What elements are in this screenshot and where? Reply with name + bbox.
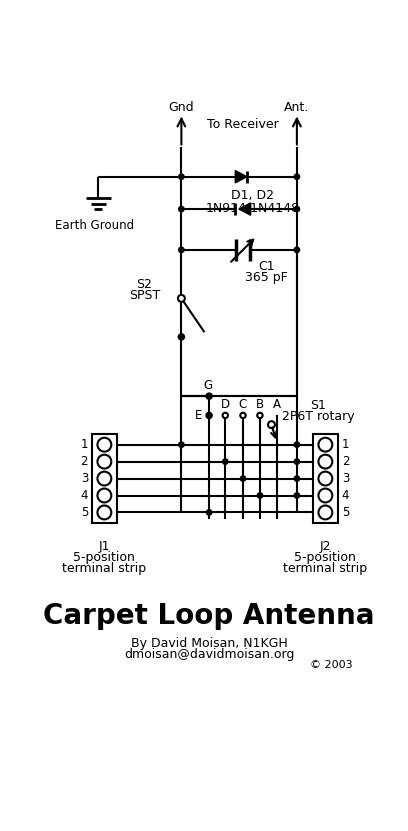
Bar (313, 434, 338, 524)
Circle shape (179, 247, 184, 253)
Circle shape (179, 442, 184, 447)
Text: S1: S1 (310, 399, 326, 412)
Text: S2: S2 (137, 278, 152, 291)
Circle shape (240, 476, 246, 481)
Text: D1, D2: D1, D2 (231, 189, 275, 203)
Text: Earth Ground: Earth Ground (55, 219, 134, 232)
Circle shape (223, 459, 228, 465)
Text: 1: 1 (341, 438, 349, 451)
Text: © 2003: © 2003 (310, 660, 353, 670)
Text: E: E (195, 409, 202, 422)
Text: 4: 4 (81, 489, 88, 502)
Text: A: A (273, 398, 281, 411)
Circle shape (240, 413, 246, 418)
Circle shape (294, 459, 299, 465)
Circle shape (98, 438, 111, 451)
Circle shape (294, 442, 299, 447)
Circle shape (294, 206, 299, 212)
Bar (92, 434, 117, 524)
Circle shape (318, 438, 332, 451)
Circle shape (318, 472, 332, 485)
Text: D: D (221, 398, 230, 411)
Text: 5-position: 5-position (295, 552, 356, 564)
Text: 365 pF: 365 pF (245, 271, 288, 284)
Text: B: B (256, 398, 264, 411)
Text: 2P6T rotary: 2P6T rotary (282, 410, 355, 423)
Circle shape (98, 472, 111, 485)
Circle shape (206, 412, 212, 419)
Circle shape (294, 493, 299, 499)
Polygon shape (239, 203, 251, 215)
Text: Ant.: Ant. (284, 101, 310, 114)
Circle shape (318, 489, 332, 503)
Text: J2: J2 (319, 540, 331, 553)
Text: dmoisan@davidmoisan.org: dmoisan@davidmoisan.org (124, 647, 294, 661)
Circle shape (178, 295, 185, 302)
Text: By David Moisan, N1KGH: By David Moisan, N1KGH (131, 637, 288, 650)
Text: Gnd: Gnd (169, 101, 194, 114)
Circle shape (294, 476, 299, 481)
Circle shape (179, 174, 184, 179)
Circle shape (206, 393, 212, 399)
Text: 4: 4 (341, 489, 349, 502)
Text: 5: 5 (81, 506, 88, 519)
Circle shape (294, 247, 299, 253)
Circle shape (294, 174, 299, 179)
Text: 3: 3 (342, 472, 349, 485)
Text: 2: 2 (81, 455, 88, 468)
Circle shape (223, 413, 228, 418)
Text: C1: C1 (258, 260, 275, 273)
Text: J1: J1 (99, 540, 110, 553)
Circle shape (98, 455, 111, 469)
Circle shape (98, 489, 111, 503)
Text: To Receiver: To Receiver (207, 118, 279, 130)
Text: 2: 2 (341, 455, 349, 468)
Circle shape (318, 455, 332, 469)
Text: 1N914/1N4148: 1N914/1N4148 (206, 201, 300, 214)
Circle shape (257, 493, 263, 499)
Text: Carpet Loop Antenna: Carpet Loop Antenna (43, 602, 375, 630)
Text: G: G (203, 379, 212, 392)
Text: terminal strip: terminal strip (283, 562, 368, 575)
Circle shape (268, 421, 275, 428)
Circle shape (318, 505, 332, 519)
Text: 5: 5 (342, 506, 349, 519)
Text: C: C (239, 398, 247, 411)
Text: 3: 3 (81, 472, 88, 485)
Polygon shape (235, 170, 247, 183)
Circle shape (206, 509, 212, 515)
Circle shape (257, 413, 263, 418)
Text: terminal strip: terminal strip (62, 562, 146, 575)
Circle shape (178, 334, 184, 340)
Text: 1: 1 (81, 438, 88, 451)
Text: 5-position: 5-position (73, 552, 135, 564)
Circle shape (98, 505, 111, 519)
Circle shape (179, 206, 184, 212)
Text: SPST: SPST (129, 289, 160, 302)
